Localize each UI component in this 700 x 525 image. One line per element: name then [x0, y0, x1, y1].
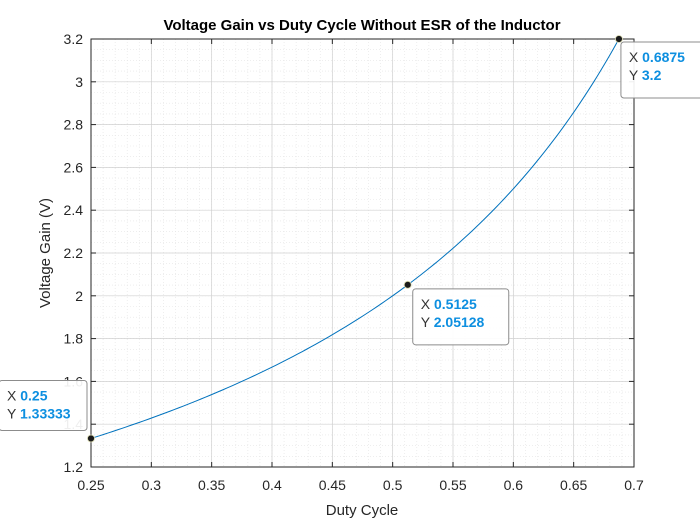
datatip-x-value: 0.5125 [434, 296, 477, 312]
x-tick-label: 0.55 [439, 477, 466, 493]
datatip-y-text: Y 2.05128 [421, 314, 485, 330]
x-tick-label: 0.7 [624, 477, 644, 493]
x-tick-label: 0.45 [319, 477, 346, 493]
datatip-y-value: 2.05128 [434, 314, 485, 330]
axes [90, 38, 635, 468]
y-axis-label: Voltage Gain (V) [37, 198, 54, 308]
datatip-x-label: X [421, 296, 434, 312]
y-tick-label: 3 [75, 74, 83, 90]
x-tick-label: 0.35 [198, 477, 225, 493]
axes-box [90, 38, 635, 468]
y-tick-label: 2.6 [64, 159, 84, 175]
datatip-y-value: 3.2 [642, 67, 662, 83]
y-tick-label: 1.2 [64, 459, 84, 475]
series-line [90, 38, 620, 439]
x-tick-label: 0.6 [504, 477, 524, 493]
datatip-x-value: 0.6875 [642, 49, 685, 65]
datatip-y-value: 1.33333 [20, 405, 71, 421]
chart-title: Voltage Gain vs Duty Cycle Without ESR o… [163, 17, 560, 34]
datatip-x-label: X [629, 49, 642, 65]
y-tick-label: 2.4 [64, 202, 84, 218]
datatip-y-label: Y [7, 405, 20, 421]
x-tick-label: 0.4 [262, 477, 282, 493]
datatip-y-label: Y [629, 67, 642, 83]
datatip-x-text: X 0.5125 [421, 296, 477, 312]
y-tick-label: 2.2 [64, 245, 84, 261]
series-layer [90, 38, 620, 439]
datatip-x-text: X 0.25 [7, 387, 48, 403]
datatip-marker[interactable] [403, 280, 412, 289]
datatip-x-text: X 0.6875 [629, 49, 685, 65]
x-tick-labels: 0.25 0.3 0.35 0.4 0.45 0.5 0.55 0.6 0.65 0.7 [77, 477, 644, 493]
datatip-marker[interactable] [615, 35, 623, 43]
x-tick-label: 0.65 [560, 477, 587, 493]
x-tick-label: 0.25 [77, 477, 104, 493]
datatip-box [0, 379, 88, 431]
y-tick-label: 3.2 [64, 31, 84, 47]
datatip-x-label: X [7, 387, 20, 403]
datatip-box [412, 288, 510, 346]
x-axis-label: Duty Cycle [326, 502, 399, 519]
datatip-y-label: Y [421, 314, 434, 330]
y-tick-label: 2 [75, 288, 83, 304]
datatip-marker[interactable] [87, 434, 95, 443]
datatip-box [620, 41, 700, 99]
x-tick-label: 0.3 [142, 477, 162, 493]
datatip-x-value: 0.25 [20, 387, 47, 403]
y-tick-label: 1.8 [64, 331, 84, 347]
datatip-y-text: Y 1.33333 [7, 405, 71, 421]
datatip[interactable]: X 0.25Y 1.33333 [0, 379, 95, 443]
x-tick-label: 0.5 [383, 477, 403, 493]
datatip-y-text: Y 3.2 [629, 67, 662, 83]
y-tick-label: 2.8 [64, 117, 84, 133]
